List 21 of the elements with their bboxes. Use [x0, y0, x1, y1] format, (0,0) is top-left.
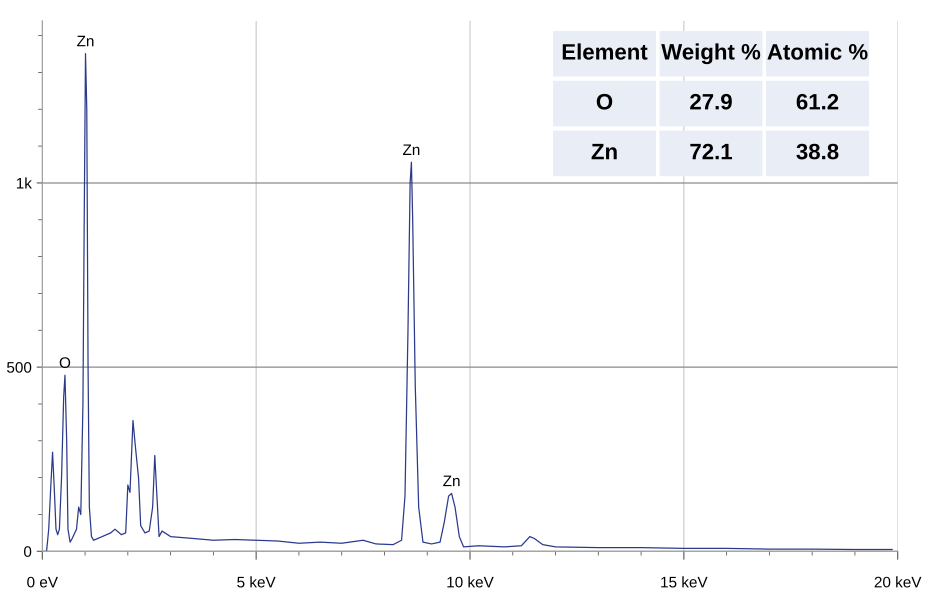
x-tick-label: 0 eV: [27, 576, 58, 588]
annotation: 38.8: [796, 144, 838, 160]
annotation: Weight %: [661, 43, 760, 64]
annotation: Zn: [402, 144, 420, 155]
y-tick-label: 0: [24, 546, 32, 557]
annotation: Element: [562, 43, 648, 60]
y-tick-label: 500: [7, 362, 32, 373]
annotation: Zn: [77, 36, 94, 46]
x-tick-label: 5 keV: [237, 576, 276, 588]
x-tick-label: 20 keV: [874, 576, 922, 588]
annotation: 61.2: [796, 94, 838, 110]
annotation: Atomic %: [767, 43, 868, 60]
annotation: O: [596, 94, 612, 110]
annotation: Zn: [592, 144, 617, 160]
annotation: Zn: [443, 476, 460, 486]
y-tick-label: 1k: [16, 177, 32, 188]
annotation: 27.9: [690, 94, 732, 110]
x-tick-label: 10 keV: [447, 576, 494, 588]
annotation: O: [60, 357, 70, 368]
annotation: 72.1: [690, 144, 732, 160]
x-tick-label: 15 keV: [661, 576, 708, 588]
